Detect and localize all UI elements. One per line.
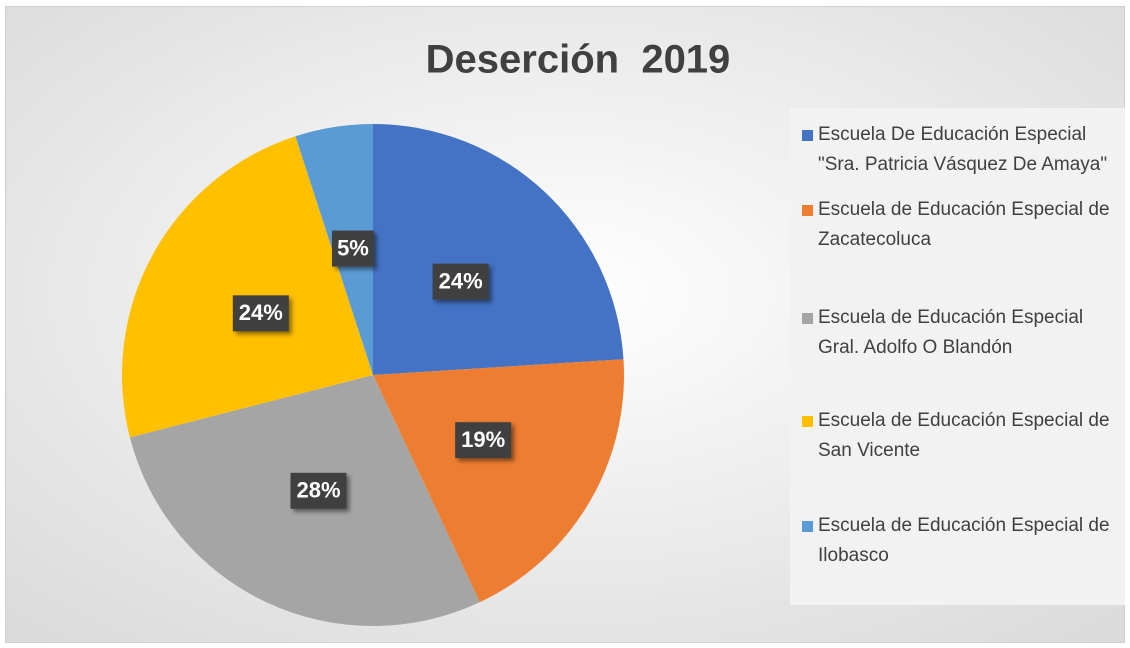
- legend: Escuela De Educación Especial "Sra. Patr…: [790, 108, 1125, 605]
- legend-label: Escuela de Educación Especial Gral. Adol…: [818, 307, 1084, 358]
- legend-swatch: [802, 313, 813, 324]
- data-label-box: [331, 230, 374, 267]
- data-label-box: [232, 295, 289, 332]
- legend-label: Escuela de Educación Especial de Zacatec…: [818, 199, 1110, 250]
- data-label: 28%: [296, 478, 340, 503]
- pie-slice: [373, 124, 624, 375]
- data-label: 24%: [239, 300, 283, 325]
- data-label: 24%: [439, 268, 483, 293]
- pie-slice: [121, 136, 373, 438]
- legend-swatch: [802, 521, 813, 532]
- data-label-box: [290, 472, 347, 509]
- legend-swatch: [802, 130, 813, 141]
- legend-entry: Escuela De Educación Especial "Sra. Patr…: [802, 120, 1118, 180]
- legend-entry: Escuela de Educación Especial de San Vic…: [802, 406, 1118, 466]
- data-label-box: [432, 263, 489, 300]
- legend-label: Escuela de Educación Especial de San Vic…: [818, 410, 1110, 461]
- legend-swatch: [802, 416, 813, 427]
- legend-entry: Escuela de Educación Especial de Zacatec…: [802, 195, 1118, 255]
- legend-swatch: [802, 205, 813, 216]
- data-label-box: [455, 422, 512, 459]
- pie-slice: [373, 359, 624, 603]
- legend-entry: Escuela de Educación Especial de Ilobasc…: [802, 511, 1118, 571]
- legend-label: Escuela de Educación Especial de Ilobasc…: [818, 515, 1110, 566]
- data-label: 19%: [461, 427, 505, 452]
- legend-label: Escuela De Educación Especial "Sra. Patr…: [818, 124, 1108, 175]
- data-label: 5%: [337, 235, 369, 260]
- chart-title: Deserción 2019: [426, 38, 731, 82]
- legend-entry: Escuela de Educación Especial Gral. Adol…: [802, 303, 1118, 363]
